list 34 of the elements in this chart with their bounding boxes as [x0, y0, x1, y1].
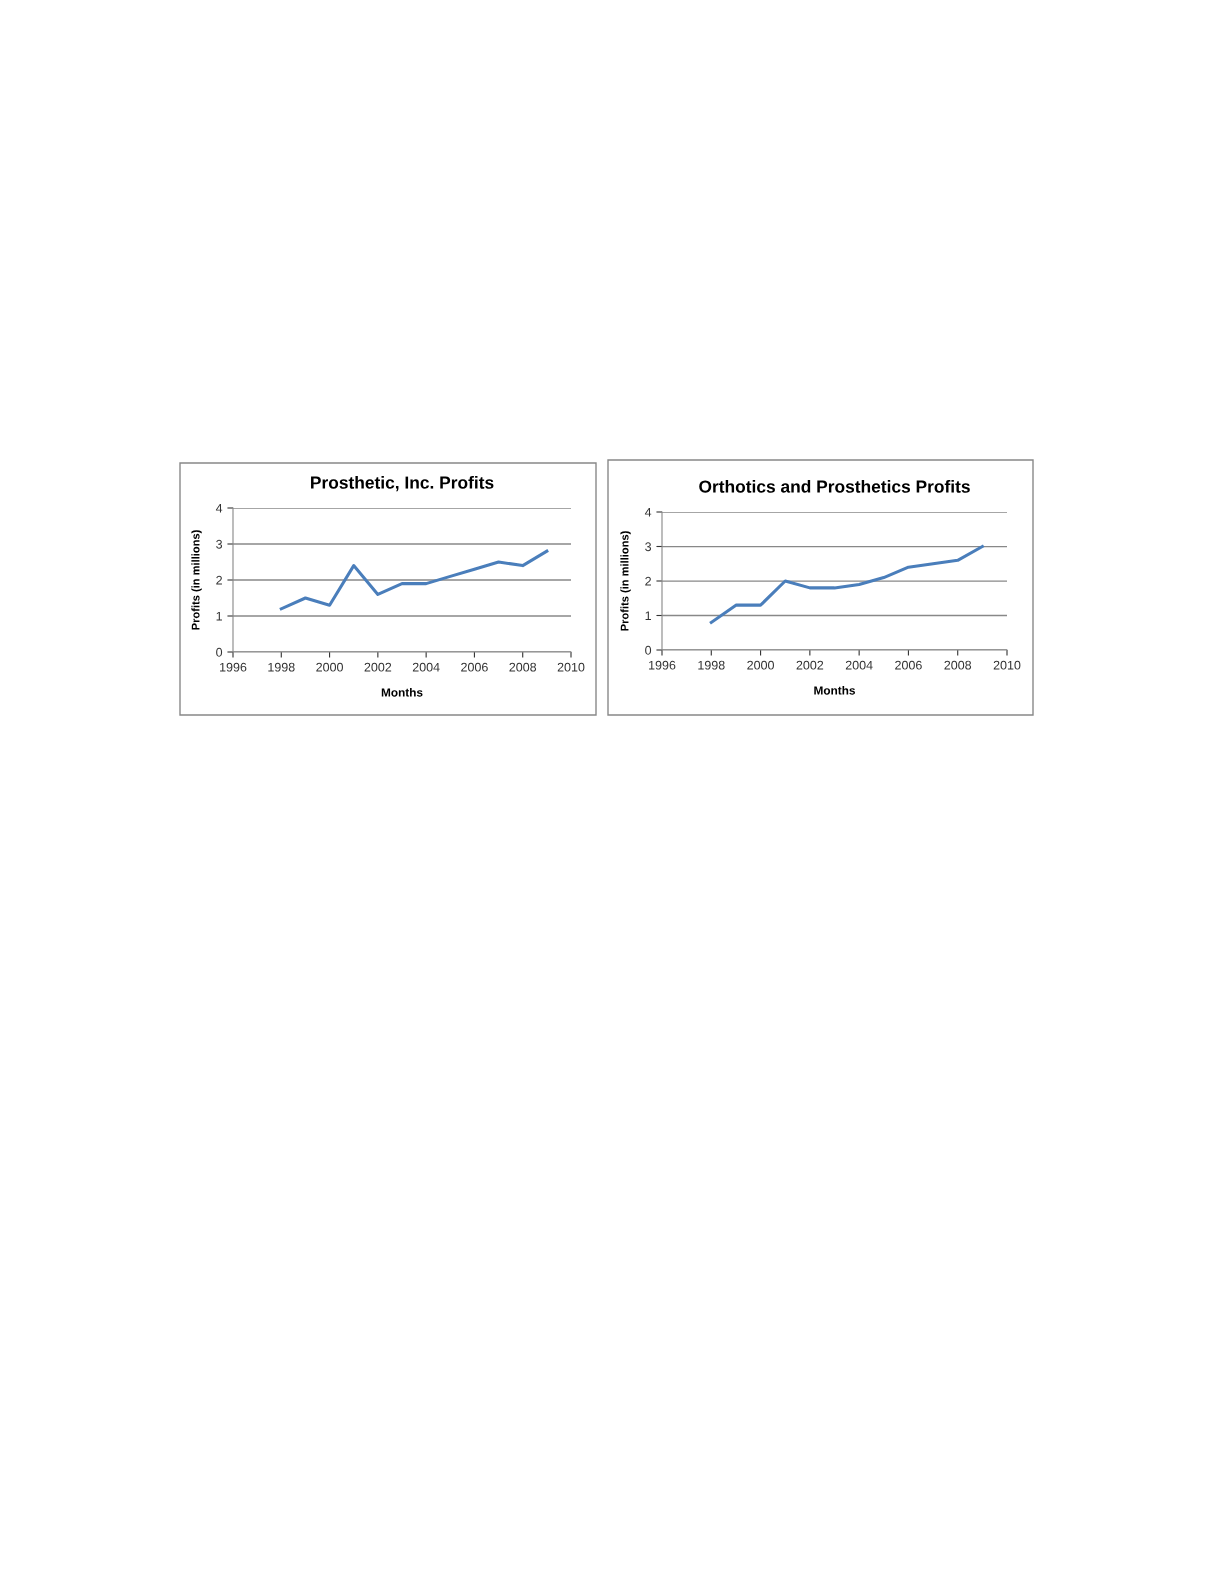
line-series [279, 549, 549, 611]
y-tick-label: 2 [216, 575, 222, 585]
chart-title: Orthotics and Prosthetics Profits [699, 479, 970, 493]
y-tick-label: 2 [645, 576, 651, 586]
x-tick-label: 1998 [268, 662, 295, 672]
x-tick-label: 1996 [649, 660, 676, 670]
x-tick-label: 2002 [364, 662, 392, 672]
y-tick-label: 1 [216, 611, 222, 621]
x-tick-label: 1998 [698, 660, 725, 670]
x-tick-label: 2000 [316, 662, 343, 672]
y-tick-label: 4 [215, 503, 223, 513]
y-tick-label: 3 [645, 542, 652, 552]
x-tick-label: 2008 [944, 660, 972, 670]
y-tick-label: 4 [644, 507, 652, 517]
x-tick-label: 2006 [461, 662, 488, 672]
x-tick-label: 2000 [747, 660, 774, 670]
line-series [709, 544, 984, 624]
x-tick-label: 2010 [557, 662, 585, 672]
x-tick-label: 2002 [796, 660, 824, 670]
y-tick-label: 0 [216, 647, 223, 657]
y-tick-label: 3 [216, 539, 223, 549]
chart-title: Prosthetic, Inc. Profits [311, 475, 494, 492]
x-axis-title: Months [381, 687, 423, 697]
x-axis-title: Months [814, 685, 855, 695]
y-tick-label: 1 [645, 611, 651, 621]
y-axis-title: Profits (in millions) [620, 531, 631, 631]
x-tick-label: 2008 [509, 662, 537, 672]
y-tick-label: 0 [645, 645, 652, 655]
x-tick-label: 2006 [895, 660, 922, 670]
x-tick-label: 2004 [845, 660, 873, 670]
x-tick-label: 2004 [412, 662, 440, 672]
x-tick-label: 1996 [220, 662, 247, 672]
x-tick-label: 2010 [993, 660, 1021, 670]
y-axis-title: Profits (in millions) [191, 530, 202, 630]
